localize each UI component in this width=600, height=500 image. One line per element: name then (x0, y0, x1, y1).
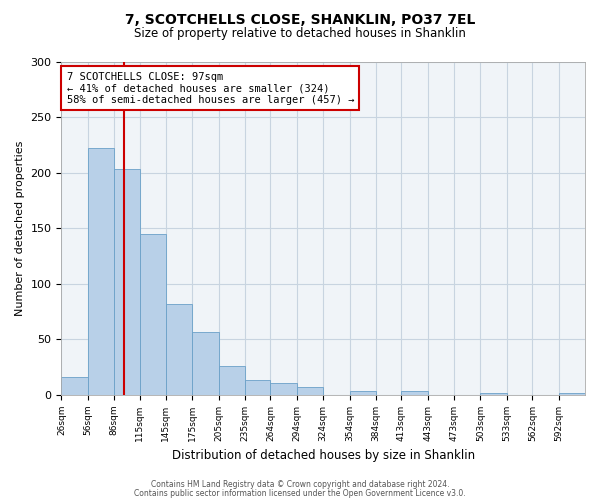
Text: Contains HM Land Registry data © Crown copyright and database right 2024.: Contains HM Land Registry data © Crown c… (151, 480, 449, 489)
Bar (140, 234, 166, 395)
Y-axis label: Number of detached properties: Number of detached properties (15, 140, 25, 316)
Bar (218, 366, 245, 395)
Text: Contains public sector information licensed under the Open Government Licence v3: Contains public sector information licen… (134, 488, 466, 498)
Bar (350, 390, 376, 395)
X-axis label: Distribution of detached houses by size in Shanklin: Distribution of detached houses by size … (172, 450, 475, 462)
Bar (114, 170, 140, 395)
Bar (61, 378, 88, 395)
Bar (245, 380, 271, 395)
Bar (271, 383, 297, 395)
Bar (193, 332, 218, 395)
Bar (401, 390, 428, 395)
Text: 7, SCOTCHELLS CLOSE, SHANKLIN, PO37 7EL: 7, SCOTCHELLS CLOSE, SHANKLIN, PO37 7EL (125, 12, 475, 26)
Bar (559, 393, 585, 395)
Bar (481, 393, 507, 395)
Text: Size of property relative to detached houses in Shanklin: Size of property relative to detached ho… (134, 28, 466, 40)
Text: 7 SCOTCHELLS CLOSE: 97sqm
← 41% of detached houses are smaller (324)
58% of semi: 7 SCOTCHELLS CLOSE: 97sqm ← 41% of detac… (67, 72, 354, 104)
Bar (297, 388, 323, 395)
Bar (166, 304, 193, 395)
Bar (88, 148, 114, 395)
